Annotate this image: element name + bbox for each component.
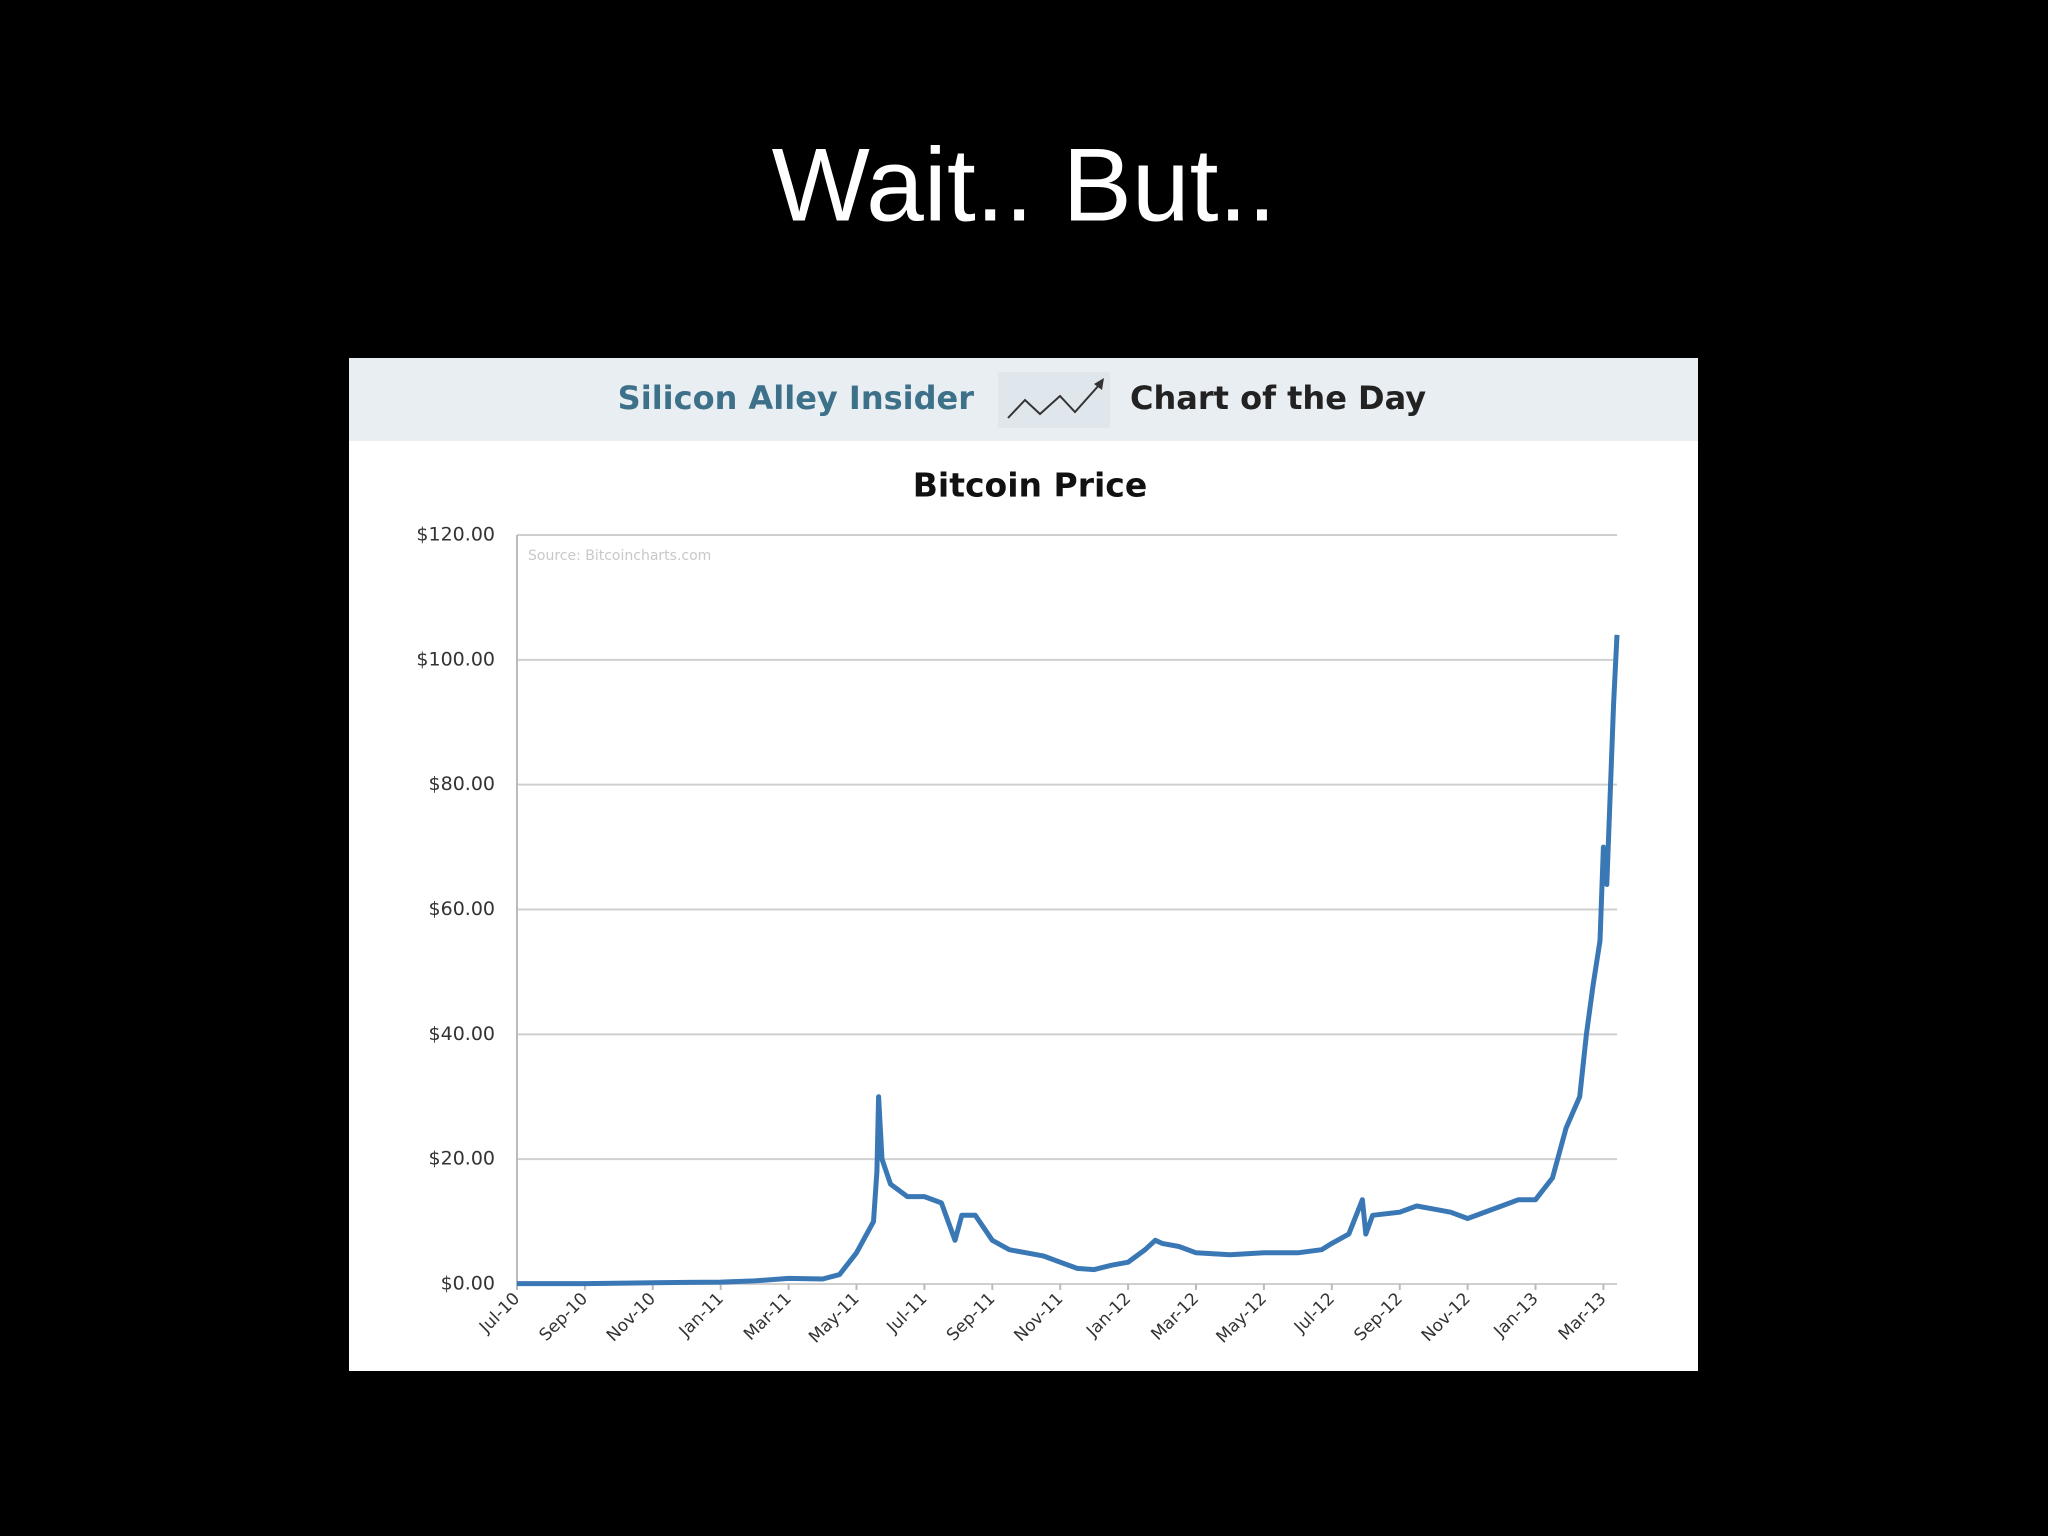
source-note: Source: Bitcoincharts.com	[528, 548, 711, 564]
header-brand: Silicon Alley Insider	[618, 379, 975, 417]
y-tick-label: $100.00	[416, 648, 495, 670]
y-tick-label: $60.00	[429, 898, 495, 920]
header-icon	[998, 372, 1110, 428]
y-tick-label: $80.00	[429, 773, 495, 795]
y-tick-label: $0.00	[441, 1273, 495, 1295]
chart-title: Bitcoin Price	[913, 466, 1147, 505]
header-tagline: Chart of the Day	[1130, 379, 1426, 417]
chart-panel	[349, 358, 1698, 1371]
price-line	[517, 634, 1620, 1287]
slide-title: Wait.. But..	[772, 127, 1277, 243]
y-tick-label: $20.00	[429, 1148, 495, 1170]
y-tick-label: $40.00	[429, 1023, 495, 1045]
y-tick-label: $120.00	[416, 524, 495, 546]
